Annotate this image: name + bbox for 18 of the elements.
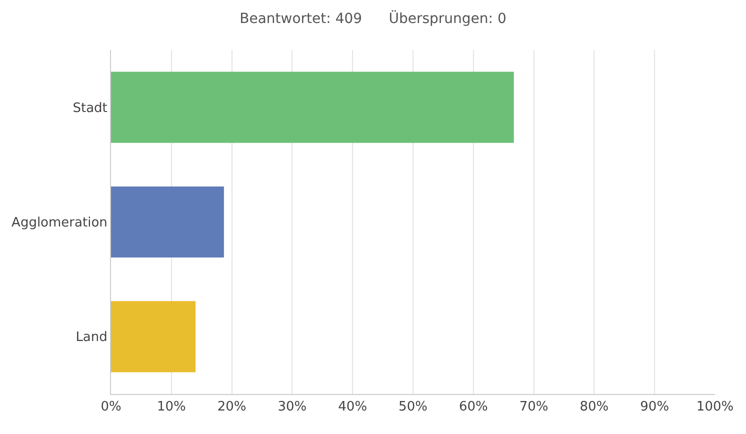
bar [111, 301, 196, 372]
x-tick-label: 40% [338, 400, 368, 415]
x-tick-label: 20% [217, 400, 246, 415]
x-tick-label: 90% [640, 400, 670, 415]
x-tick-label: 100% [696, 400, 734, 415]
x-tick-label: 50% [398, 400, 428, 415]
y-tick-label: Stadt [72, 100, 108, 116]
chart-title: Beantwortet: 409 Übersprungen: 0 [240, 10, 506, 27]
y-tick-label: Agglomeration [12, 216, 108, 231]
x-tick-label: 0% [100, 400, 122, 415]
x-tick-label: 30% [278, 400, 307, 415]
x-tick-label: 80% [580, 400, 609, 415]
y-tick-label: Land [76, 330, 108, 346]
bar [111, 72, 514, 143]
x-tick-label: 10% [156, 400, 186, 415]
bar [111, 186, 224, 258]
x-tick-label: 70% [519, 400, 548, 415]
x-tick-label: 60% [458, 400, 488, 415]
